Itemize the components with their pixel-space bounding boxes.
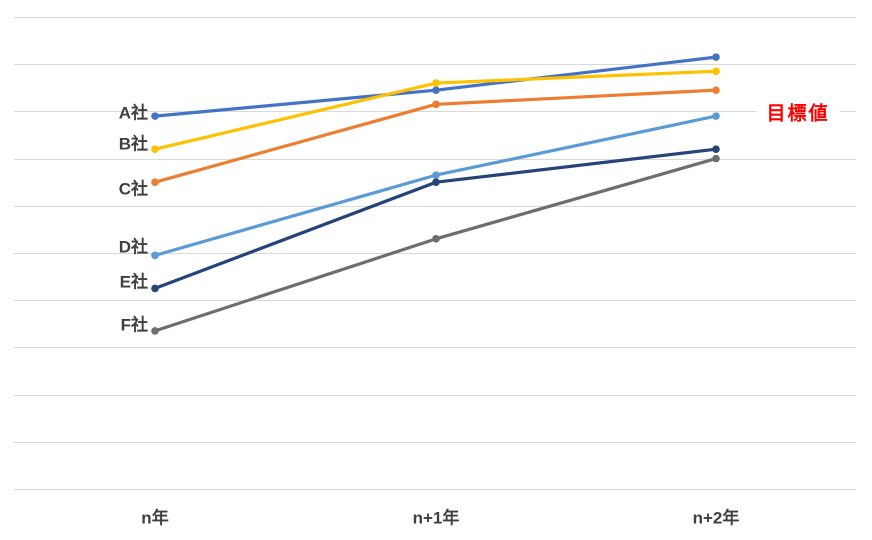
series-marker-b — [151, 145, 159, 153]
x-axis-label-2: n+2年 — [692, 508, 740, 528]
series-marker-f — [432, 235, 440, 243]
series-marker-b — [712, 67, 720, 76]
series-marker-a — [151, 112, 159, 120]
series-marker-c — [712, 86, 720, 94]
series-marker-e — [712, 145, 720, 153]
series-marker-e — [151, 284, 159, 293]
x-axis-label-1: n+1年 — [412, 508, 460, 528]
series-label-f: F社 — [120, 315, 148, 335]
series-label-a: A社 — [118, 103, 148, 123]
series-marker-a — [432, 86, 440, 94]
x-axis-label-0: n年 — [141, 508, 169, 528]
target-value-label: 目標値 — [756, 101, 840, 127]
series-label-d: D社 — [118, 237, 148, 257]
series-marker-f — [712, 154, 720, 163]
series-marker-e — [432, 178, 440, 186]
series-label-c: C社 — [118, 179, 148, 199]
series-marker-d — [712, 112, 720, 120]
series-line-e — [153, 147, 718, 290]
series-marker-c — [432, 100, 440, 109]
series-marker-d — [432, 171, 440, 179]
series-label-b: B社 — [118, 134, 148, 154]
series-marker-b — [432, 79, 440, 87]
series-marker-d — [151, 251, 159, 260]
series-marker-c — [151, 178, 159, 186]
series-marker-f — [151, 327, 159, 335]
series-marker-a — [712, 53, 720, 61]
series-label-e: E社 — [119, 272, 148, 292]
